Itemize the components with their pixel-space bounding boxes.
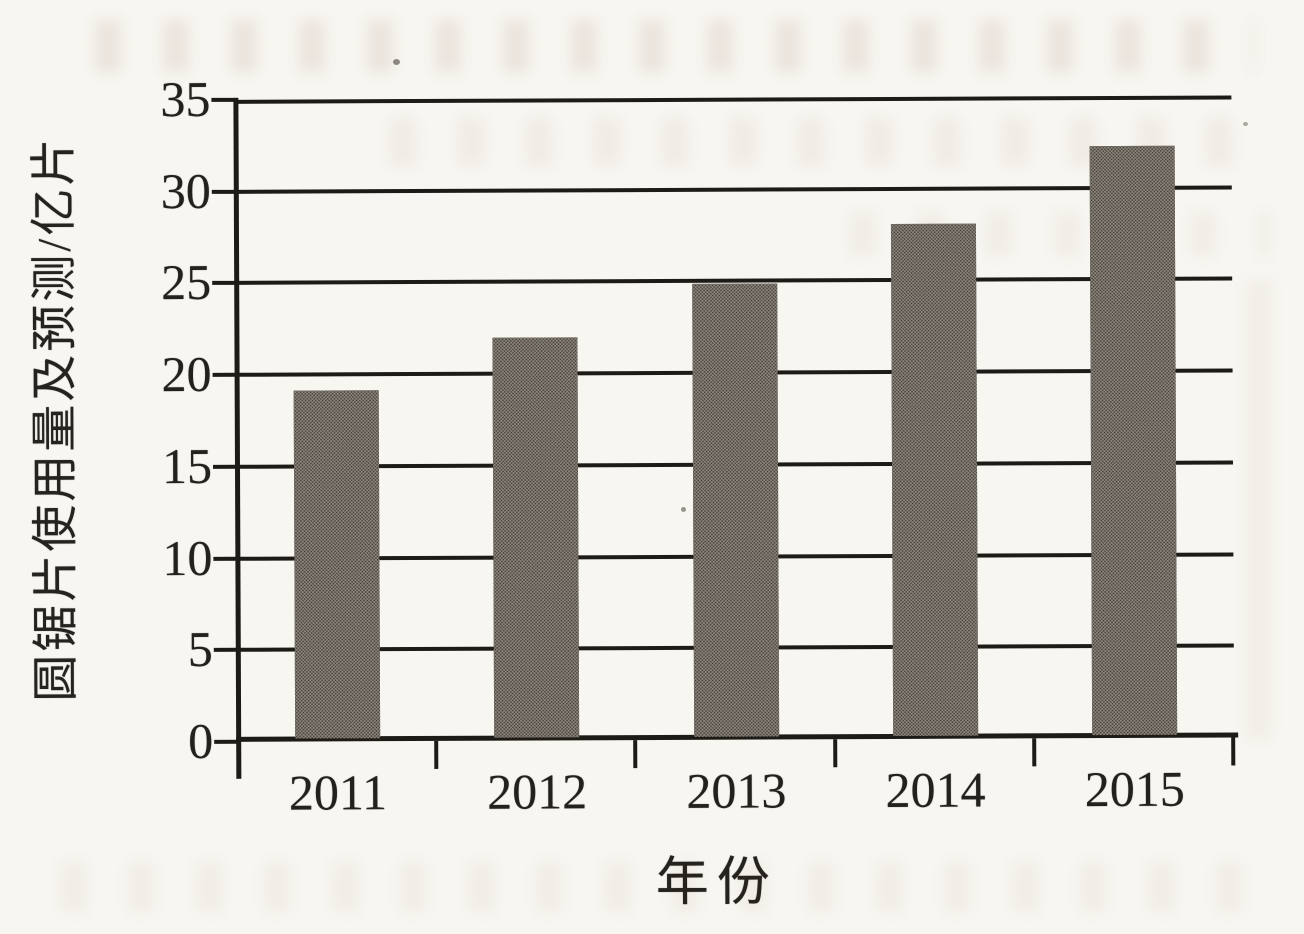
x-tick [434,740,439,769]
y-tick-label: 20 [161,346,212,403]
x-axis-title: 年份 [655,853,778,912]
y-tick-label: 5 [187,621,213,678]
gridline [235,95,1232,104]
x-tick-label: 2011 [288,764,388,821]
x-tick-label: 2015 [1084,760,1185,818]
bar-2014 [890,223,978,736]
y-tick [212,464,238,469]
y-tick [212,372,237,378]
bar-2012 [492,337,580,738]
y-tick-label: 10 [162,529,213,586]
y-tick-label: 35 [160,70,211,128]
x-tick-label: 2012 [487,763,588,820]
y-tick-label: 15 [161,437,213,494]
y-axis [233,97,242,779]
x-tick [1031,738,1037,767]
bar-2015 [1089,145,1178,736]
x-tick [832,739,837,768]
y-tick-label: 0 [188,712,214,770]
y-tick [213,556,238,561]
y-tick [211,97,236,102]
y-tick-label: 25 [161,254,212,311]
x-tick-label: 2013 [686,762,787,819]
plot-area [211,95,1239,779]
bar-2011 [293,389,381,739]
y-tick [211,189,236,194]
y-tick [213,648,238,653]
y-tick [212,281,237,286]
y-tick [214,739,239,744]
x-tick [633,740,638,769]
bar-2013 [691,283,779,737]
x-tick-label: 2014 [885,761,986,818]
gridline [235,185,1232,194]
y-tick-label: 30 [160,162,211,219]
x-tick [1231,737,1236,766]
